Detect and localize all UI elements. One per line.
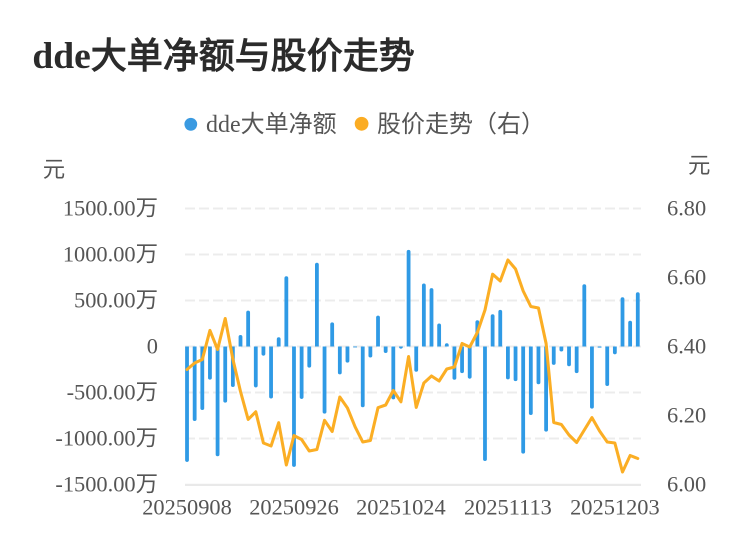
svg-text:1500.00万: 1500.00万 bbox=[63, 195, 158, 220]
svg-text:-500.00万: -500.00万 bbox=[67, 379, 158, 404]
svg-text:dde大单净额: dde大单净额 bbox=[206, 111, 337, 138]
svg-text:20251024: 20251024 bbox=[356, 495, 446, 520]
svg-text:1000.00万: 1000.00万 bbox=[63, 241, 158, 266]
svg-text:20250926: 20250926 bbox=[249, 495, 339, 520]
svg-text:500.00万: 500.00万 bbox=[74, 287, 158, 312]
svg-text:20250908: 20250908 bbox=[142, 495, 232, 520]
svg-text:20251113: 20251113 bbox=[464, 495, 552, 520]
svg-text:0: 0 bbox=[147, 333, 158, 358]
svg-text:6.60: 6.60 bbox=[667, 264, 706, 289]
svg-text:股价走势（右）: 股价走势（右） bbox=[377, 111, 545, 138]
svg-text:-1500.00万: -1500.00万 bbox=[55, 471, 158, 496]
svg-text:6.20: 6.20 bbox=[667, 402, 706, 427]
svg-text:6.00: 6.00 bbox=[667, 471, 706, 496]
svg-text:-1000.00万: -1000.00万 bbox=[55, 425, 158, 450]
svg-text:20251203: 20251203 bbox=[570, 495, 660, 520]
svg-text:6.80: 6.80 bbox=[667, 195, 706, 220]
svg-text:元: 元 bbox=[688, 153, 710, 178]
svg-text:元: 元 bbox=[43, 157, 65, 182]
svg-text:6.40: 6.40 bbox=[667, 333, 706, 358]
svg-text:dde大单净额与股价走势: dde大单净额与股价走势 bbox=[32, 36, 414, 77]
